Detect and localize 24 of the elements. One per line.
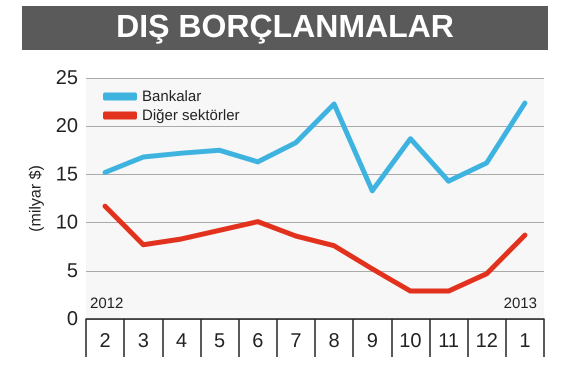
- x-tick-label: 6: [252, 330, 264, 352]
- x-tick-label: 7: [290, 330, 302, 352]
- y-tick-label: 20: [56, 115, 78, 138]
- y-tick-label: 0: [66, 308, 78, 330]
- y-axis-title: (milyar $): [28, 165, 44, 232]
- legend-label: Bankalar: [142, 88, 202, 105]
- x-tick-label: 8: [328, 330, 340, 352]
- y-tick-label: 5: [66, 260, 78, 282]
- x-tick-label: 5: [214, 330, 226, 352]
- x-tick-label: 12: [476, 330, 498, 352]
- chart-title: DIŞ BORÇLANMALAR: [116, 8, 454, 44]
- y-tick-label: 10: [56, 212, 78, 234]
- x-tick-label: 4: [176, 330, 187, 352]
- y-tick-label: 25: [56, 67, 78, 89]
- x-tick-label: 10: [399, 330, 422, 352]
- x-tick-label: 3: [138, 330, 149, 352]
- x-tick-label: 9: [366, 330, 378, 352]
- annotation: 2012: [90, 295, 124, 312]
- annotation: 2013: [504, 295, 537, 312]
- x-tick-label: 2: [100, 330, 111, 352]
- legend-label: Diğer sektörler: [142, 107, 240, 124]
- x-tick-label: 11: [438, 330, 459, 352]
- x-tick-label: 1: [519, 330, 530, 352]
- y-tick-label: 15: [56, 163, 78, 186]
